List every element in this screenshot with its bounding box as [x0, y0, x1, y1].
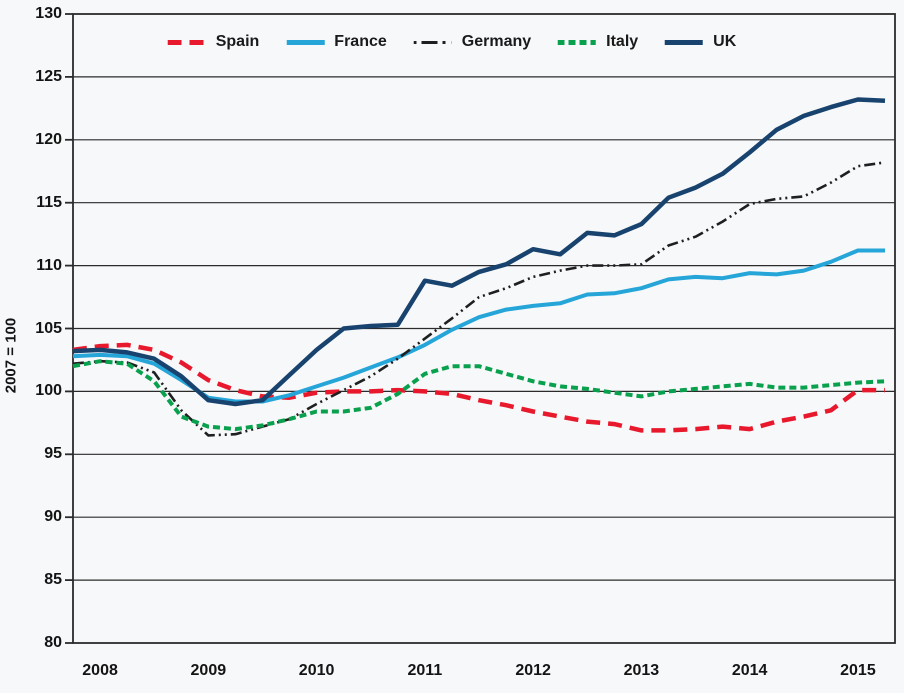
legend-item-france: France [286, 33, 387, 51]
x-tick-label: 2011 [407, 662, 443, 679]
y-tick-label: 110 [36, 256, 62, 274]
legend: Spain France Germany Italy UK [167, 33, 736, 51]
legend-label-uk: UK [713, 33, 737, 50]
x-tick-label: 2012 [515, 662, 551, 679]
x-tick-label: 2015 [840, 662, 876, 679]
series-line-germany [72, 161, 886, 437]
y-tick-label: 85 [44, 571, 62, 589]
y-tick-label: 80 [44, 634, 62, 651]
legend-item-spain: Spain [167, 33, 260, 51]
legend-sample-uk [665, 39, 704, 45]
y-tick-label: 105 [35, 319, 62, 337]
series-line-italy [72, 359, 886, 432]
legend-item-uk: UK [665, 33, 736, 51]
series-line-spain [72, 342, 885, 433]
y-tick-label: 120 [35, 130, 62, 148]
series-line-uk [72, 97, 886, 407]
x-tick-label: 2009 [190, 662, 227, 679]
legend-item-italy: Italy [558, 33, 638, 51]
y-tick-label: 125 [35, 67, 62, 85]
y-tick-label: 100 [35, 382, 62, 400]
legend-sample-italy [558, 39, 597, 45]
legend-sample-france [286, 39, 325, 45]
x-tick-label: 2014 [731, 662, 768, 679]
legend-label-spain: Spain [215, 33, 260, 50]
y-tick-label: 130 [35, 5, 62, 22]
y-tick-label: 90 [44, 508, 62, 526]
y-tick-label: 95 [44, 445, 62, 463]
y-axis-title: 2007 = 100 [2, 317, 20, 394]
x-tick-label: 2010 [298, 662, 335, 679]
y-tick-label: 115 [36, 193, 62, 211]
legend-sample-spain [167, 39, 206, 45]
legend-label-italy: Italy [606, 33, 639, 50]
x-tick-label: 2013 [623, 662, 660, 679]
legend-label-france: France [334, 33, 387, 50]
legend-item-germany: Germany [413, 33, 532, 51]
x-tick-label: 2008 [82, 662, 118, 679]
legend-label-germany: Germany [461, 33, 532, 50]
legend-sample-germany [413, 40, 452, 44]
